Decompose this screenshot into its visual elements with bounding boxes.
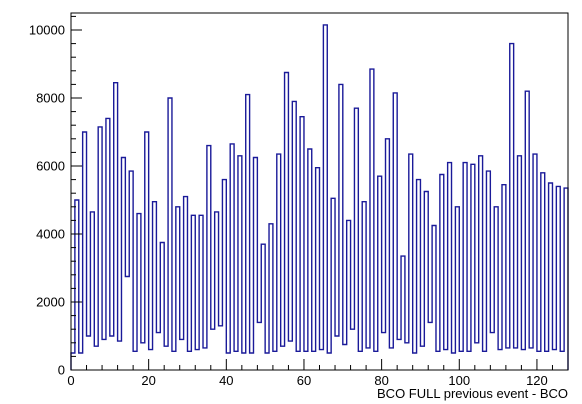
- y-tick-label: 0: [58, 363, 65, 378]
- tick-labels: 0 20 40 60 80 100 120 0 2000 4000 6000 8000 10000: [29, 23, 548, 389]
- y-tick-label: 4000: [36, 227, 65, 242]
- axis-ticks: [70, 15, 569, 371]
- x-tick-label: 40: [219, 373, 233, 388]
- x-tick-label: 20: [141, 373, 155, 388]
- y-tick-label: 2000: [36, 295, 65, 310]
- x-tick-label: 80: [374, 373, 388, 388]
- x-tick-label: 120: [526, 373, 548, 388]
- plot-frame: [70, 12, 569, 371]
- x-tick-label: 60: [297, 373, 311, 388]
- x-tick-label: 100: [448, 373, 470, 388]
- y-tick-label: 10000: [29, 23, 65, 38]
- y-tick-label: 8000: [36, 91, 65, 106]
- histogram-outline: [70, 24, 569, 370]
- x-tick-label: 0: [67, 373, 74, 388]
- histogram-bars: [70, 24, 569, 370]
- y-tick-label: 6000: [36, 159, 65, 174]
- x-axis-title: BCO FULL previous event - BCO: [377, 386, 568, 401]
